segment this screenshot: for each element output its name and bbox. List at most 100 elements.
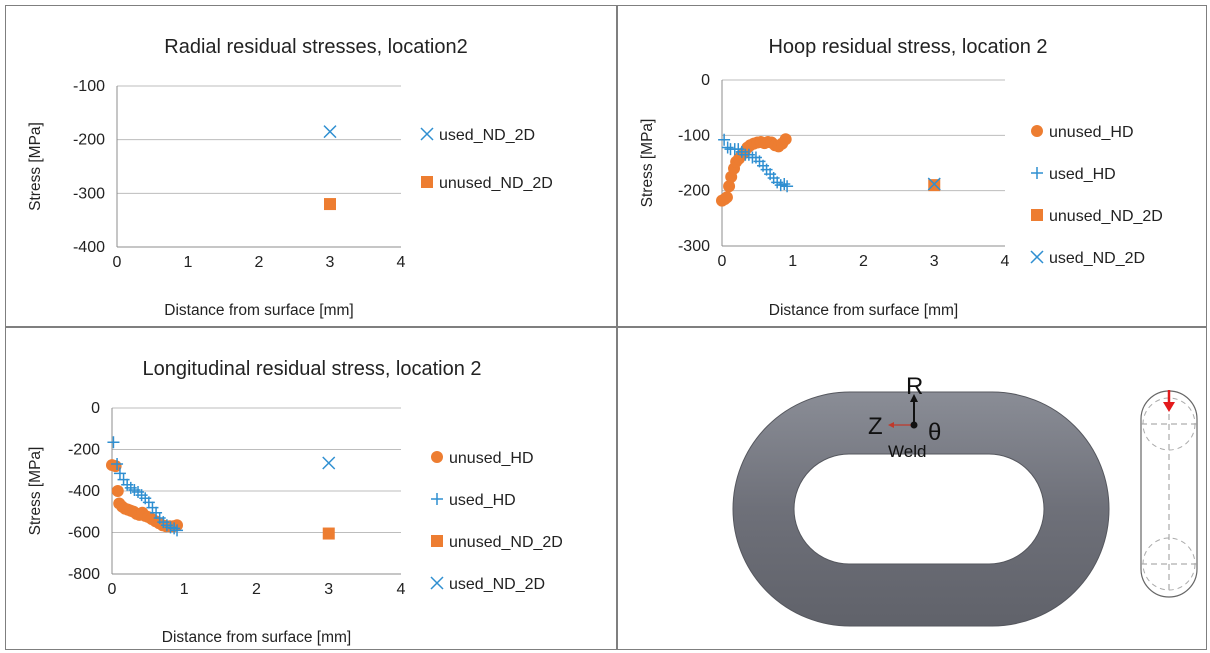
y-tick-label: -100 [73, 78, 105, 95]
legend-marker [1031, 167, 1043, 179]
data-point [778, 178, 791, 191]
y-tick-label: -400 [73, 239, 105, 256]
series-unused_ND_2D [324, 198, 336, 211]
data-point [779, 133, 792, 146]
legend-label: used_ND_2D [449, 576, 545, 593]
legend-label: used_ND_2D [1049, 250, 1145, 267]
legend-label: unused_ND_2D [1049, 208, 1163, 225]
legend-label: used_HD [449, 492, 516, 509]
theta-label: θ [928, 419, 941, 446]
hoop-stress-chart-panel: Hoop residual stress, location 2 0 -100 -20… [617, 5, 1207, 327]
x-axis-label: Distance from surface [mm] [769, 302, 959, 319]
series-used_HD [718, 133, 794, 193]
x-tick-label: 4 [397, 254, 406, 271]
data-point [111, 485, 124, 497]
link-side-view [1140, 390, 1198, 598]
series-used_HD [107, 436, 184, 537]
coordinate-marker: R Z θ Weld [868, 373, 941, 461]
weld-point [910, 421, 918, 429]
y-tick-label: -200 [73, 132, 105, 149]
data-point [323, 125, 337, 139]
x-tick-label: 1 [788, 253, 797, 270]
y-tick-label: -300 [678, 238, 710, 255]
legend-label: used_HD [1049, 166, 1116, 183]
data-point [111, 458, 124, 471]
hoop-stress-chart: Hoop residual stress, location 2 0 -100 -20… [639, 36, 1163, 319]
x-tick-label: 0 [113, 254, 122, 271]
chain-link-diagram: R Z θ Weld [732, 373, 1198, 627]
y-tick-label: -800 [68, 566, 100, 583]
load-arrowhead [1163, 402, 1175, 412]
x-tick-label: 0 [108, 581, 117, 598]
legend-marker [1030, 250, 1044, 264]
x-tick-label: 4 [1001, 253, 1010, 270]
x-tick-label: 2 [255, 254, 264, 271]
y-axis-label: Stress [MPa] [27, 447, 44, 536]
chart-title: Radial residual stresses, location2 [164, 36, 468, 58]
legend-label: used_ND_2D [439, 127, 535, 144]
series-unused_ND_2D [928, 179, 941, 192]
legend-label: unused_ND_2D [449, 534, 563, 551]
data-point [721, 141, 734, 154]
legend-label: unused_ND_2D [439, 175, 553, 192]
data-point [107, 436, 120, 449]
data-point [324, 198, 336, 211]
y-tick-label: -600 [68, 525, 100, 542]
chain-link-ring [732, 391, 1110, 627]
legend-marker [1031, 125, 1043, 137]
data-point [928, 179, 941, 192]
longitudinal-stress-chart-panel: Longitudinal residual stress, location 2… [5, 327, 617, 650]
data-point [718, 133, 731, 146]
radial-stress-chart-panel: Radial residual stresses, location2 -100 -… [5, 5, 617, 327]
legend-marker [1031, 209, 1043, 221]
chain-link-diagram-panel: R Z θ Weld [617, 327, 1207, 650]
y-tick-label: -200 [678, 183, 710, 200]
longitudinal-stress-chart: Longitudinal residual stress, location 2… [27, 358, 563, 646]
y-axis-label: Stress [MPa] [639, 119, 656, 208]
x-tick-label: 1 [184, 254, 193, 271]
r-axis-label: R [906, 373, 923, 400]
y-tick-label: -200 [68, 442, 100, 459]
radial-stress-chart: Radial residual stresses, location2 -100 -… [27, 36, 553, 319]
y-tick-label: 0 [701, 72, 710, 89]
legend-marker [421, 176, 433, 188]
series-used_ND_2D [323, 125, 337, 139]
x-tick-label: 3 [930, 253, 939, 270]
series-unused_ND_2D [322, 527, 335, 540]
series-used_ND_2D [927, 177, 941, 191]
weld-label: Weld [888, 442, 926, 461]
legend-label: unused_HD [1049, 124, 1134, 141]
y-tick-label: -400 [68, 483, 100, 500]
data-point [109, 460, 122, 473]
z-axis-label: Z [868, 413, 883, 440]
data-point [720, 191, 733, 204]
data-point [322, 527, 335, 540]
series-used_ND_2D [322, 456, 336, 470]
chart-title: Hoop residual stress, location 2 [768, 36, 1047, 58]
legend-marker [420, 127, 434, 141]
x-tick-label: 2 [252, 581, 261, 598]
x-axis-label: Distance from surface [mm] [164, 302, 354, 319]
y-tick-label: -100 [678, 127, 710, 144]
data-point [723, 180, 736, 193]
chart-title: Longitudinal residual stress, location 2 [142, 358, 481, 380]
y-axis-label: Stress [MPa] [27, 122, 44, 211]
x-tick-label: 3 [324, 581, 333, 598]
data-point [927, 177, 941, 191]
data-point [781, 180, 794, 193]
x-axis-label: Distance from surface [mm] [162, 629, 352, 646]
x-tick-label: 0 [718, 253, 727, 270]
y-tick-label: -300 [73, 185, 105, 202]
data-point [113, 467, 126, 480]
y-tick-label: 0 [91, 400, 100, 417]
data-point [168, 522, 181, 535]
data-point [322, 456, 336, 470]
legend-marker [431, 535, 443, 547]
r-arrowhead [910, 394, 918, 402]
legend-marker [431, 451, 443, 463]
x-tick-label: 4 [397, 581, 406, 598]
z-arrowhead [888, 422, 894, 428]
x-tick-label: 2 [859, 253, 868, 270]
legend-label: unused_HD [449, 450, 534, 467]
legend-marker [431, 493, 443, 505]
